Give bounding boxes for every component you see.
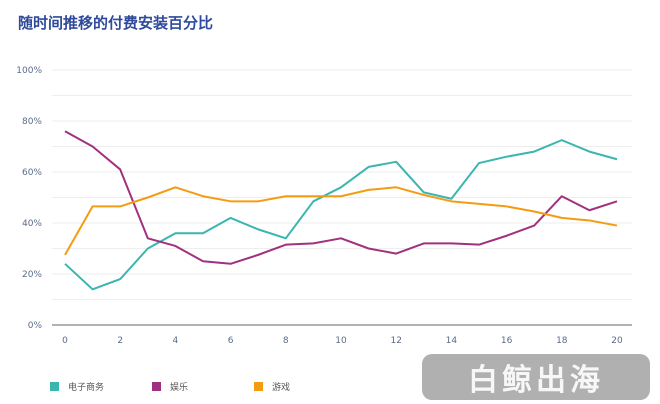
- legend-swatch: [254, 382, 263, 391]
- watermark-text: 白鲸出海: [468, 363, 604, 398]
- y-tick-label: 100%: [16, 66, 42, 76]
- legend-label: 电子商务: [68, 383, 105, 393]
- y-tick-label: 0%: [28, 321, 43, 331]
- y-tick-label: 40%: [22, 219, 42, 229]
- x-tick-label: 18: [556, 336, 568, 346]
- y-tick-label: 20%: [22, 270, 42, 280]
- series-line-0: [64, 139, 618, 291]
- legend-label: 游戏: [272, 383, 291, 393]
- x-tick-label: 2: [117, 336, 123, 346]
- x-tick-label: 0: [62, 336, 68, 346]
- x-tick-label: 20: [611, 336, 623, 346]
- legend-item-entertainment[interactable]: 娱乐: [152, 380, 254, 393]
- y-tick-label: 60%: [22, 168, 42, 178]
- legend-label: 娱乐: [170, 383, 189, 393]
- legend-item-games[interactable]: 游戏: [254, 380, 356, 393]
- legend-item-ecommerce[interactable]: 电子商务: [50, 380, 152, 393]
- chart-title: 随时间推移的付费安装百分比: [18, 14, 214, 32]
- y-tick-label: 80%: [22, 117, 42, 127]
- x-tick-label: 4: [173, 336, 179, 346]
- x-tick-label: 8: [283, 336, 289, 346]
- legend: 电子商务 娱乐 游戏: [50, 380, 356, 393]
- x-tick-label: 16: [501, 336, 513, 346]
- legend-swatch: [50, 382, 59, 391]
- x-tick-label: 14: [446, 336, 458, 346]
- x-tick-label: 12: [390, 336, 401, 346]
- watermark-logo: 白鲸出海: [422, 354, 650, 400]
- x-tick-label: 10: [335, 336, 347, 346]
- x-tick-label: 6: [228, 336, 234, 346]
- legend-swatch: [152, 382, 161, 391]
